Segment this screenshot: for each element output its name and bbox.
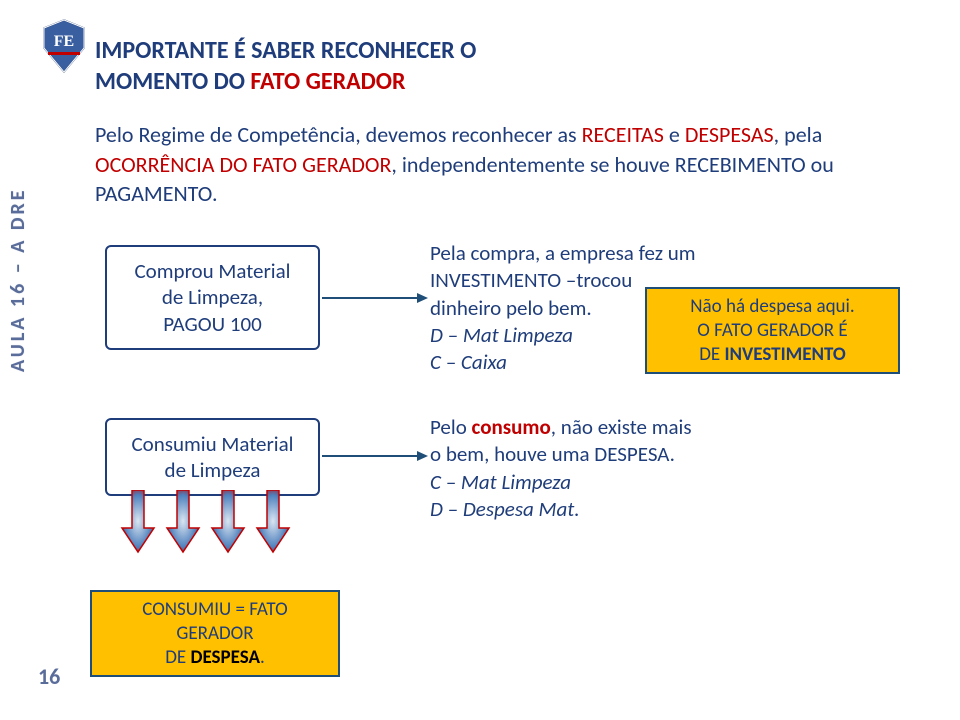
box-nao-ha-despesa: Não há despesa aqui. O FATO GERADOR É DE… (645, 287, 900, 374)
glow-arrow-4 (253, 490, 293, 560)
glow-arrow-3 (208, 490, 248, 560)
glow-arrow-2 (163, 490, 203, 560)
box-consumiu-fato-gerador: CONSUMIU = FATO GERADOR DE DESPESA. (90, 590, 340, 677)
text-consumo: Pelo consumo, não existe mais o bem, hou… (430, 414, 890, 523)
arrow-right-1 (322, 290, 432, 310)
svg-text:FE: FE (54, 33, 74, 50)
arrow-right-2 (322, 448, 432, 468)
box-consumiu-material: Consumiu Material de Limpeza (105, 418, 320, 496)
box-comprou-material: Comprou Material de Limpeza, PAGOU 100 (105, 245, 320, 350)
intro-text: Pelo Regime de Competência, devemos reco… (95, 120, 895, 209)
page-title: IMPORTANTE É SABER RECONHECER O MOMENTO … (95, 35, 476, 97)
glow-arrow-1 (118, 490, 158, 560)
logo-icon: FE (40, 18, 88, 74)
side-label: AULA 16 – A DRE (6, 188, 30, 372)
slide-number: 16 (38, 663, 60, 690)
